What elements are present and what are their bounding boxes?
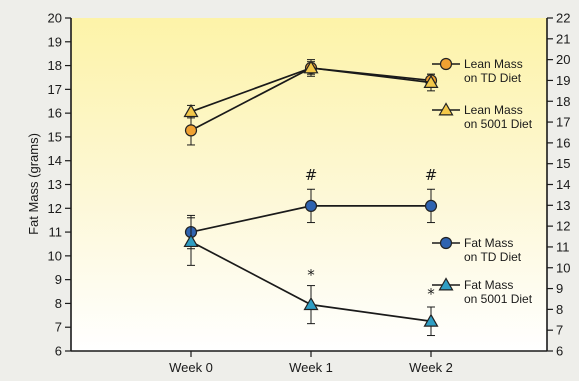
data-point: [303, 60, 319, 74]
data-point: [183, 233, 199, 248]
significance-marker: *: [427, 285, 435, 303]
right-tick-label: 14: [556, 177, 570, 192]
left-tick-label: 6: [55, 344, 62, 359]
right-tick-label: 10: [556, 260, 570, 275]
legend-label: Lean Mass: [464, 57, 523, 71]
left-tick-label: 7: [55, 320, 62, 335]
right-tick-label: 21: [556, 31, 570, 46]
legend-label: Fat Mass: [464, 278, 513, 292]
data-point: [183, 103, 199, 118]
legend-label: on TD Diet: [464, 250, 522, 264]
data-point: [304, 199, 318, 213]
right-tick-label: 22: [556, 11, 570, 26]
x-tick-label: Week 2: [409, 360, 453, 375]
x-tick-label: Week 0: [169, 360, 213, 375]
significance-marker: #: [305, 166, 318, 184]
right-tick-label: 11: [556, 239, 570, 254]
left-tick-label: 18: [48, 58, 62, 73]
right-tick-label: 18: [556, 94, 570, 109]
data-point: [423, 313, 439, 327]
legend-label: on 5001 Diet: [464, 117, 533, 131]
right-tick-label: 7: [556, 323, 563, 338]
right-tick-label: 15: [556, 156, 570, 171]
right-tick-label: 9: [556, 281, 563, 296]
left-tick-label: 14: [48, 153, 62, 168]
left-tick-label: 9: [55, 272, 62, 287]
data-point: [184, 124, 198, 137]
legend-label: on TD Diet: [464, 71, 522, 85]
legend-marker: [439, 57, 453, 71]
legend-marker: [438, 102, 454, 116]
left-tick-label: 13: [48, 177, 62, 192]
right-tick-label: 12: [556, 219, 570, 234]
legend-marker: [438, 277, 454, 291]
legend-marker: [439, 236, 453, 250]
legend-label: on 5001 Diet: [464, 292, 533, 306]
left-tick-label: 10: [48, 248, 62, 263]
right-tick-label: 20: [556, 52, 570, 67]
right-tick-label: 17: [556, 115, 570, 130]
y-axis-title: Fat Mass (grams): [26, 133, 41, 235]
legend-label: Fat Mass: [464, 236, 513, 250]
legend-label: Lean Mass: [464, 103, 523, 117]
data-point: [303, 296, 319, 311]
left-tick-label: 17: [48, 82, 62, 97]
right-tick-label: 6: [556, 344, 563, 359]
left-tick-label: 16: [48, 106, 62, 121]
left-tick-label: 15: [48, 129, 62, 144]
x-tick-label: Week 1: [289, 360, 333, 375]
right-tick-label: 16: [556, 135, 570, 150]
significance-marker: *: [307, 266, 315, 284]
left-tick-label: 20: [48, 11, 62, 26]
right-tick-label: 8: [556, 302, 563, 317]
left-tick-label: 11: [49, 225, 63, 240]
data-point: [423, 74, 439, 88]
data-point: [424, 199, 438, 213]
right-tick-label: 19: [556, 73, 570, 88]
significance-marker: #: [425, 166, 438, 184]
left-tick-label: 12: [48, 201, 62, 216]
left-tick-label: 19: [48, 34, 62, 49]
left-tick-label: 8: [55, 296, 62, 311]
right-tick-label: 13: [556, 198, 570, 213]
